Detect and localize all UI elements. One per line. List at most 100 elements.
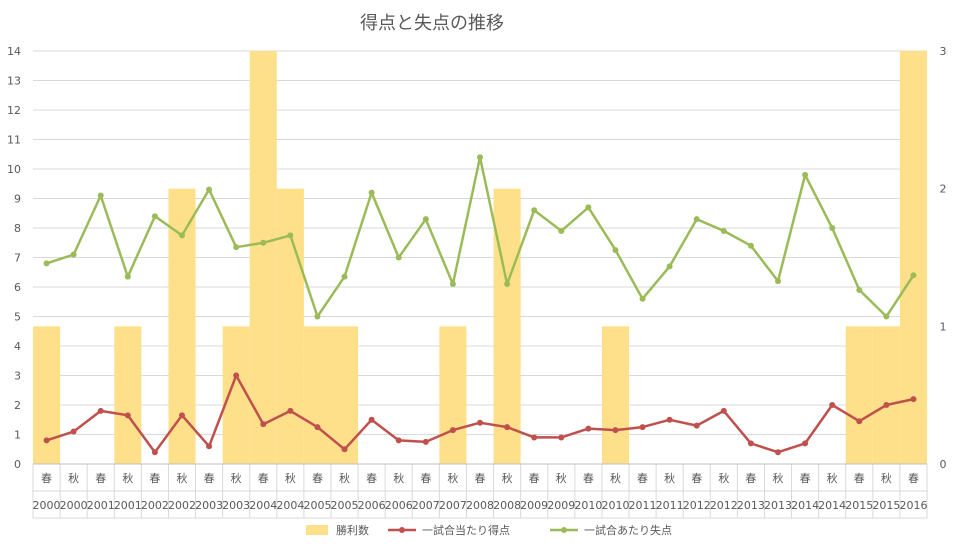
series-point [883,313,890,320]
category-season-label: 春 [800,472,811,485]
category-season-label: 秋 [502,471,513,485]
legend-label: 一試合あたり失点 [584,523,672,537]
category-season-label: 秋 [610,471,621,485]
series-point [368,416,375,423]
category-year-label: 2008 [466,499,494,512]
series-point [260,239,267,246]
series-point [43,260,50,267]
bar-wins [331,326,359,464]
series-point [477,154,483,161]
series-point [341,446,348,453]
bar-wins [222,326,250,464]
category-year-label: 2013 [764,499,792,512]
series-point [693,216,700,223]
category-year-label: 2000 [33,499,61,512]
left-axis-tick-label: 0 [14,458,21,471]
series-point [612,427,619,434]
category-season-label: 秋 [718,471,729,485]
category-year-label: 2000 [60,499,88,512]
category-year-label: 2004 [249,499,277,512]
bar-wins [845,326,873,464]
category-season-label: 春 [420,472,431,485]
series-point [666,416,673,423]
legend-label: 一試合当たり得点 [422,523,510,537]
left-axis-tick-label: 10 [7,163,21,176]
series-point [395,437,402,444]
category-year-label: 2002 [168,499,196,512]
series-point [504,281,511,288]
category-season-label: 春 [95,472,106,485]
category-season-label: 春 [149,472,160,485]
legend-swatch-bar [306,525,328,535]
category-year-label: 2007 [412,499,440,512]
left-axis-tick-label: 3 [14,370,21,383]
right-axis-tick-label: 1 [940,320,947,333]
category-year-label: 2001 [114,499,142,512]
series-point [422,438,429,445]
category-year-label: 2012 [683,499,711,512]
series-point [97,192,104,199]
category-year-label: 2007 [439,499,467,512]
category-year-label: 2006 [358,499,386,512]
series-point [43,437,50,444]
bar-wins [249,51,277,464]
chart-title: 得点と失点の推移 [360,13,504,34]
series-point [829,225,836,231]
category-season-label: 秋 [231,471,242,485]
bar-wins [114,326,142,464]
series-point [585,425,592,432]
category-year-label: 2012 [710,499,738,512]
category-season-label: 春 [908,472,919,485]
left-axis-tick-label: 4 [14,340,21,353]
category-year-label: 2003 [195,499,223,512]
series-point [395,254,402,261]
series-point [639,295,646,302]
legend: 勝利数 一試合当たり得点 一試合あたり失点 [306,523,672,537]
category-season-label: 秋 [68,471,79,485]
series-point [856,418,863,425]
category-year-label: 2005 [303,499,331,512]
series-point [233,372,240,379]
right-axis-tick-label: 3 [940,45,947,58]
category-season-label: 春 [529,472,540,485]
gridlines [33,50,927,465]
series-point [422,216,429,223]
series-point [449,281,456,288]
category-year-label: 2004 [276,499,304,512]
category-year-label: 2008 [493,499,521,512]
category-season-label: 春 [583,472,594,485]
series-point [287,407,294,414]
category-season-label: 秋 [556,471,567,485]
series-point [775,278,781,285]
category-season-label: 秋 [827,471,838,485]
category-year-label: 2011 [629,499,657,512]
category-season-label: 秋 [664,471,675,485]
category-season-label: 春 [366,472,377,485]
series-point [910,396,917,403]
category-year-label: 2005 [331,499,359,512]
series-point [856,286,863,293]
category-season-label: 春 [475,472,486,485]
series-point [585,204,592,211]
category-season-label: 春 [745,472,756,485]
category-year-label: 2009 [547,499,575,512]
series-point [70,428,77,435]
category-season-label: 秋 [447,471,458,485]
legend-swatch-marker [399,527,405,533]
series-point [747,440,754,447]
series-point [775,449,781,456]
category-season-label: 春 [312,472,323,485]
series-point [558,227,565,234]
series-point [558,434,565,441]
series-point [206,443,213,450]
series-point [449,427,456,434]
left-axis-tick-label: 8 [14,222,21,235]
category-season-label: 秋 [177,471,188,485]
series-point [368,189,375,196]
series-point [720,227,727,234]
series-point [612,247,619,254]
category-season-label: 春 [258,472,269,485]
bar-wins [493,188,521,464]
left-axis-tick-label: 2 [14,399,21,412]
category-season-label: 秋 [881,471,892,485]
